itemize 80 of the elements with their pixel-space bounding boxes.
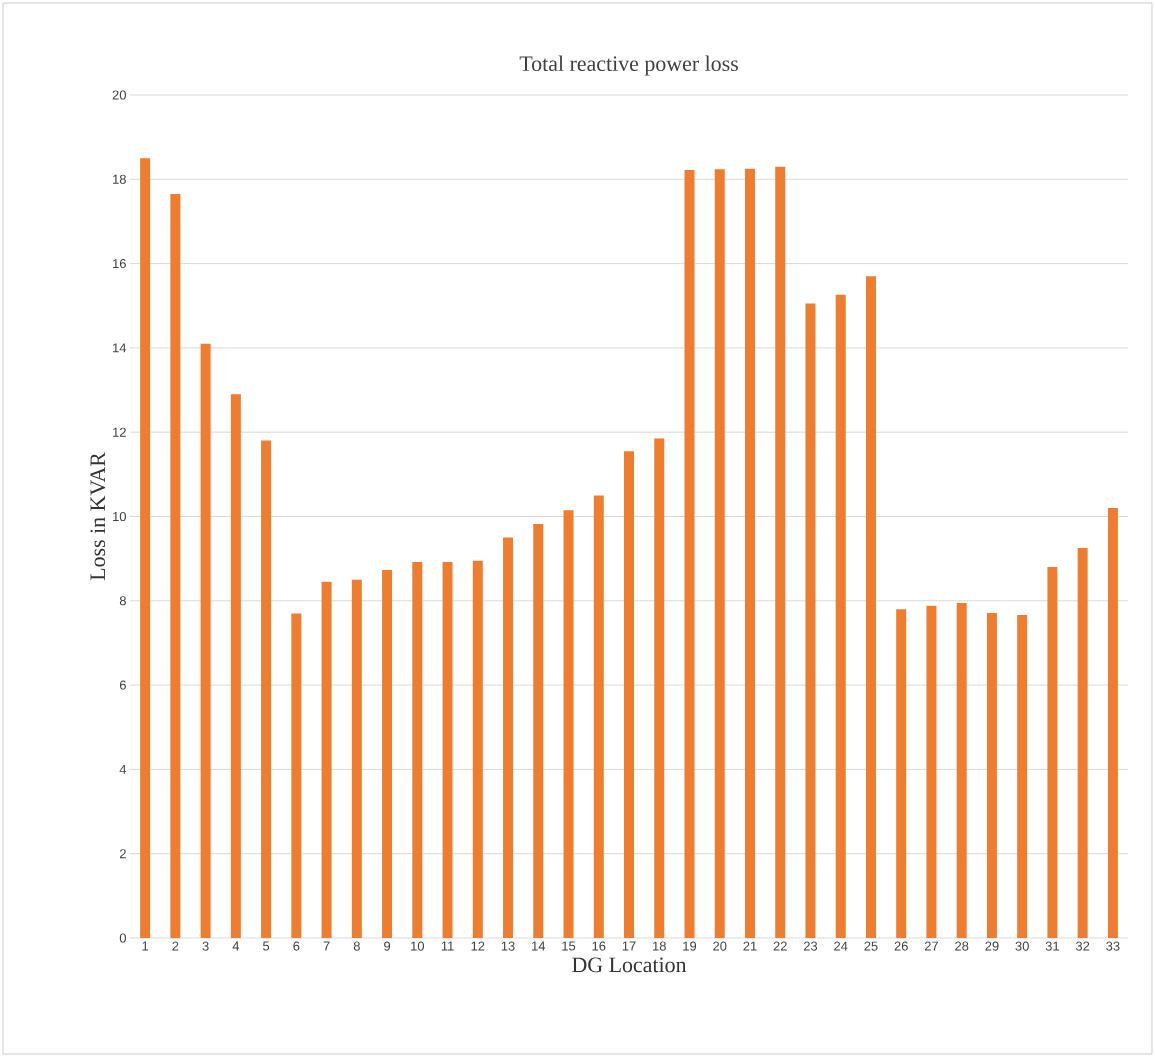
bar xyxy=(1017,615,1028,938)
x-tick-label: 13 xyxy=(501,941,515,951)
bar xyxy=(624,451,635,938)
bar xyxy=(986,613,997,938)
bar xyxy=(533,524,544,938)
y-tick-label: 10 xyxy=(113,511,126,522)
x-tick-label: 24 xyxy=(834,941,848,951)
bar xyxy=(261,440,272,938)
x-tick-label: 1 xyxy=(142,941,149,951)
bar xyxy=(321,581,332,938)
bar xyxy=(442,562,453,938)
y-tick-label: 2 xyxy=(119,849,126,859)
bar xyxy=(351,579,362,938)
x-tick-label: 30 xyxy=(1015,941,1029,951)
x-tick-label: 26 xyxy=(894,941,908,951)
x-tick-label: 8 xyxy=(353,941,360,951)
x-tick-label: 3 xyxy=(202,941,209,951)
x-tick-label: 27 xyxy=(924,941,938,951)
bar xyxy=(926,605,937,938)
bar xyxy=(1077,548,1088,938)
bar xyxy=(593,495,604,938)
bar xyxy=(775,166,786,938)
x-tick-label: 2 xyxy=(172,941,179,951)
bar xyxy=(563,510,574,938)
x-tick-label: 9 xyxy=(384,941,391,951)
y-tick-label: 20 xyxy=(112,90,126,100)
y-axis-title: Loss in KVAR xyxy=(90,452,106,581)
bar xyxy=(200,343,211,938)
bar xyxy=(140,158,151,938)
bar xyxy=(170,194,181,938)
x-tick-label: 12 xyxy=(471,941,485,951)
bar xyxy=(230,394,241,938)
y-tick-label: 6 xyxy=(119,680,126,690)
x-tick-label: 20 xyxy=(713,941,727,951)
chart-title: Total reactive power loss xyxy=(519,55,738,76)
bar xyxy=(503,537,514,938)
x-tick-label: 7 xyxy=(323,941,330,951)
x-axis-title: DG Location xyxy=(572,957,687,973)
bar xyxy=(805,303,816,938)
x-tick-label: 5 xyxy=(263,941,270,951)
y-tick-label: 18 xyxy=(113,174,126,184)
x-tick-label: 10 xyxy=(411,941,425,951)
bar xyxy=(835,294,846,938)
bar xyxy=(654,438,665,938)
bar xyxy=(1047,567,1058,938)
x-tick-label: 25 xyxy=(864,941,878,951)
x-tick-label: 11 xyxy=(441,941,454,951)
x-tick-label: 4 xyxy=(232,941,240,951)
y-tick-label: 8 xyxy=(119,596,126,606)
x-tick-label: 32 xyxy=(1075,941,1090,951)
x-tick-label: 17 xyxy=(622,941,636,951)
bar xyxy=(291,613,302,938)
bar xyxy=(956,602,967,938)
y-tick-label: 12 xyxy=(113,427,126,437)
x-tick-label: 21 xyxy=(743,941,757,951)
y-tick-label: 16 xyxy=(113,258,126,269)
y-tick-label: 14 xyxy=(113,343,127,353)
x-tick-label: 33 xyxy=(1106,941,1120,951)
x-tick-label: 28 xyxy=(955,941,969,951)
bar xyxy=(472,560,483,938)
bar xyxy=(865,276,876,938)
x-tick-label: 29 xyxy=(985,941,999,951)
x-tick-label: 19 xyxy=(683,941,697,951)
x-tick-label: 18 xyxy=(653,941,666,951)
x-tick-label: 15 xyxy=(562,941,576,951)
x-tick-label: 31 xyxy=(1045,941,1059,951)
bar xyxy=(714,169,725,938)
x-tick-label: 23 xyxy=(803,941,818,951)
x-tick-label: 14 xyxy=(532,941,546,951)
y-tick-label: 0 xyxy=(119,933,126,943)
bar xyxy=(896,609,907,938)
bar xyxy=(412,562,423,938)
x-tick-label: 6 xyxy=(293,941,300,951)
bar xyxy=(744,168,755,938)
bar xyxy=(1107,508,1118,938)
bar xyxy=(684,170,695,938)
x-tick-label: 22 xyxy=(773,941,787,951)
y-tick-label: 4 xyxy=(119,764,127,774)
bar xyxy=(382,570,393,938)
x-tick-label: 16 xyxy=(592,941,606,951)
